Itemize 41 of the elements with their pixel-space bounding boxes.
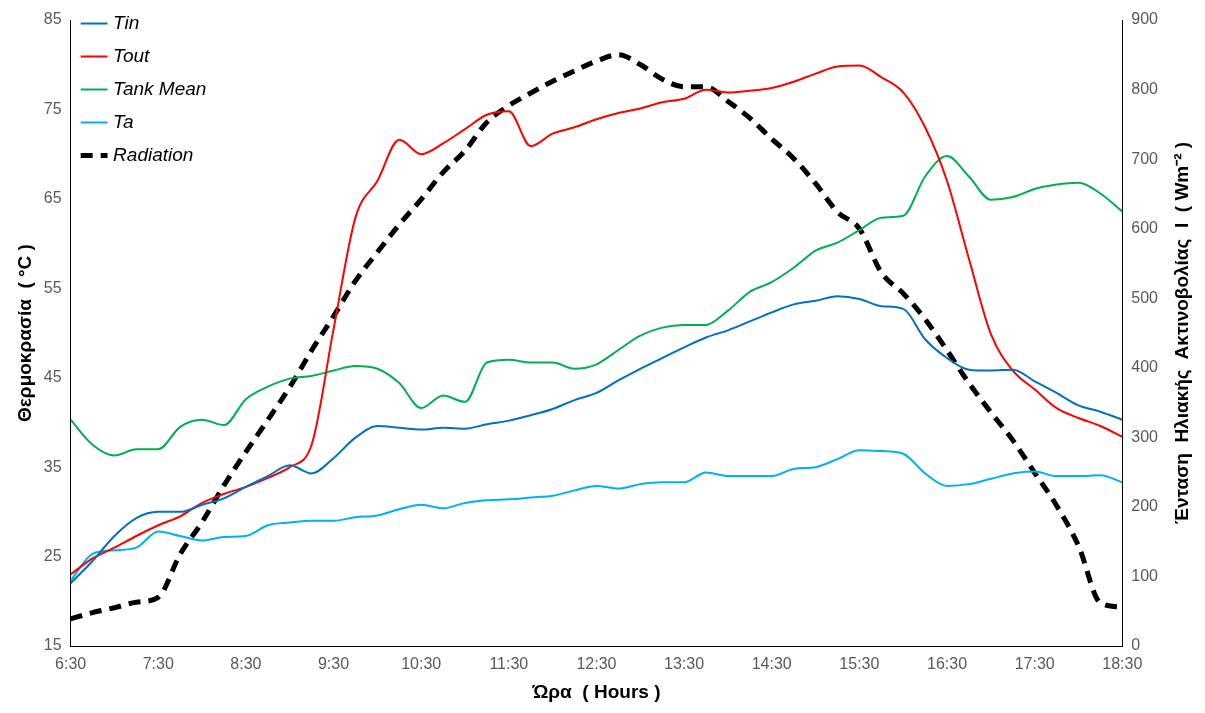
- y2-tick-label: 200: [1131, 497, 1159, 515]
- legend-label: Tout: [113, 44, 151, 66]
- line-series: [70, 449, 1123, 582]
- y-tick-label: 45: [43, 368, 62, 386]
- y2-tick-label: 100: [1131, 566, 1159, 584]
- x-tick-label: 17:30: [1014, 655, 1055, 673]
- x-axis-title: Ώρα ( Hours ): [531, 680, 661, 702]
- x-tick-label: 12:30: [576, 655, 617, 673]
- x-tick-label: 6:30: [55, 655, 87, 673]
- y2-tick-label: 0: [1131, 636, 1141, 654]
- line-series: [70, 295, 1123, 585]
- y-tick-label: 55: [43, 278, 62, 296]
- x-tick-label: 14:30: [751, 655, 792, 673]
- x-tick-label: 13:30: [664, 655, 705, 673]
- y2-tick-label: 300: [1131, 427, 1159, 445]
- x-tick-label: 9:30: [317, 655, 350, 673]
- y2-tick-label: 900: [1131, 10, 1159, 28]
- y2-tick-label: 700: [1131, 149, 1159, 167]
- y-tick-label: 25: [43, 546, 62, 564]
- legend-label: Tank Mean: [113, 77, 207, 99]
- y2-tick-label: 400: [1131, 358, 1159, 376]
- y-tick-label: 15: [43, 636, 62, 654]
- x-tick-label: 16:30: [927, 655, 968, 673]
- y2-tick-label: 600: [1131, 219, 1159, 237]
- x-tick-label: 11:30: [489, 655, 529, 673]
- x-tick-label: 7:30: [142, 655, 174, 673]
- y-tick-label: 75: [43, 99, 62, 117]
- y-tick-label: 65: [43, 189, 62, 207]
- y2-axis-title: Ένταση Ηλιακής Ακτινοβολίας I ( Wm⁻² ): [1171, 141, 1193, 525]
- y2-tick-label: 800: [1131, 79, 1159, 97]
- y-axis-title: Θερμοκρασία ( °C ): [13, 244, 35, 422]
- legend-label: Tin: [113, 11, 140, 33]
- legend-label: Radiation: [113, 143, 194, 165]
- x-tick-label: 8:30: [230, 655, 262, 673]
- y-tick-label: 35: [43, 457, 62, 475]
- x-tick-label: 15:30: [839, 655, 880, 673]
- y-tick-label: 85: [43, 10, 62, 28]
- y2-tick-label: 500: [1131, 288, 1159, 306]
- x-tick-label: 10:30: [401, 655, 442, 673]
- x-tick-label: 18:30: [1102, 655, 1143, 673]
- legend-label: Ta: [113, 110, 134, 132]
